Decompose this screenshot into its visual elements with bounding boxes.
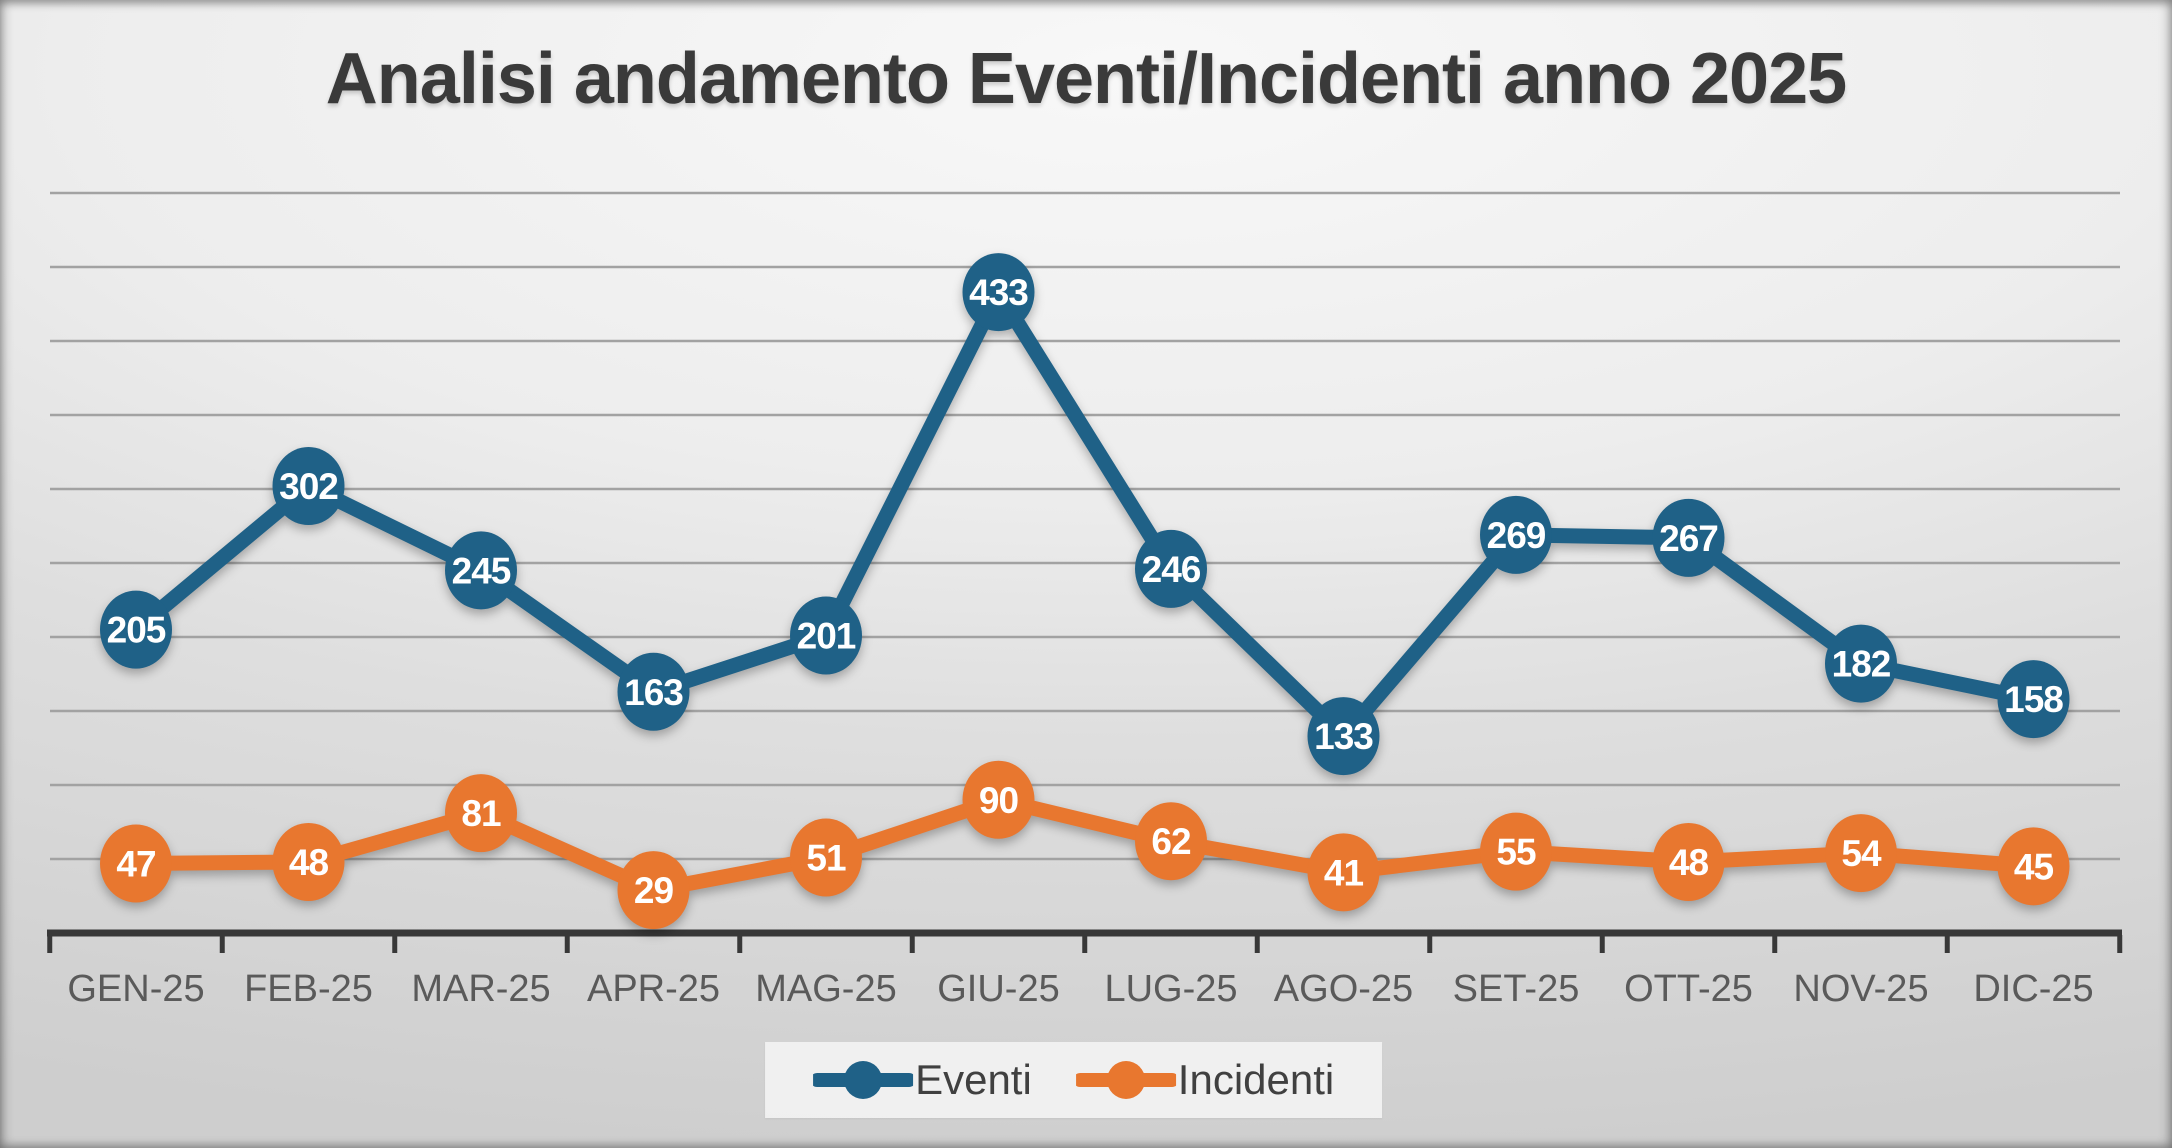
data-label-incidenti: 55 xyxy=(1496,832,1536,873)
data-point-eventi xyxy=(445,531,517,610)
data-point-eventi xyxy=(1997,660,2070,739)
series-incidenti: 47 48 81 29 51 90 62 41 55 48 54 45 xyxy=(100,760,2070,930)
data-label-incidenti: 47 xyxy=(116,843,155,884)
data-label-eventi: 133 xyxy=(1314,716,1373,757)
data-label-eventi: 302 xyxy=(279,466,338,507)
data-point-incidenti xyxy=(445,774,517,853)
x-axis-label: MAG-25 xyxy=(755,968,896,1010)
x-axis-label: MAR-25 xyxy=(411,968,550,1010)
legend-label-eventi: Eventi xyxy=(915,1056,1032,1103)
data-point-incidenti xyxy=(617,851,690,930)
data-point-eventi xyxy=(1135,529,1207,608)
data-point-incidenti xyxy=(1480,812,1552,891)
x-axis-label: SET-25 xyxy=(1453,968,1580,1010)
data-point-incidenti xyxy=(1135,802,1207,881)
data-label-incidenti: 48 xyxy=(1669,842,1709,883)
data-point-incidenti xyxy=(790,818,862,897)
x-axis-labels: GEN-25 FEB-25 MAR-25 APR-25 MAG-25 GIU-25 LUG-… xyxy=(67,968,2093,1010)
eventi-line-marker-icon xyxy=(813,1061,914,1099)
data-point-eventi xyxy=(790,596,862,675)
x-axis-label: APR-25 xyxy=(587,968,720,1010)
data-label-incidenti: 51 xyxy=(806,838,846,879)
series-line-eventi xyxy=(128,284,2041,744)
data-point-incidenti xyxy=(100,824,172,903)
x-axis-label: DIC-25 xyxy=(1973,968,2093,1010)
data-point-incidenti xyxy=(1997,827,2070,906)
series-eventi: 205 302 245 163 201 433 246 133 269 267 182 158 xyxy=(100,253,2070,776)
gridlines xyxy=(50,191,2120,861)
data-point-eventi xyxy=(1652,498,1725,577)
data-point-incidenti xyxy=(1825,814,1897,893)
x-axis-label: FEB-25 xyxy=(244,968,373,1010)
incidenti-line-marker-icon xyxy=(1075,1061,1176,1099)
data-label-eventi: 433 xyxy=(969,272,1028,313)
data-point-incidenti xyxy=(962,760,1035,839)
x-axis-label: OTT-25 xyxy=(1624,968,1753,1010)
legend-item-eventi: Eventi xyxy=(813,1056,1032,1104)
x-axis-label: GIU-25 xyxy=(937,968,1059,1010)
data-point-eventi xyxy=(617,652,690,731)
data-label-eventi: 182 xyxy=(1832,644,1891,685)
data-label-eventi: 158 xyxy=(2004,679,2063,720)
data-point-eventi xyxy=(272,447,345,526)
x-axis-label: NOV-25 xyxy=(1793,968,1928,1010)
data-label-eventi: 245 xyxy=(452,550,511,591)
data-label-incidenti: 45 xyxy=(2014,846,2054,887)
data-label-incidenti: 62 xyxy=(1151,821,1191,862)
data-point-eventi xyxy=(100,590,172,669)
data-label-eventi: 163 xyxy=(624,672,683,713)
chart-title: Analisi andamento Eventi/Incidenti anno … xyxy=(325,39,1847,119)
data-label-eventi: 246 xyxy=(1142,549,1201,590)
chart-legend: Eventi Incidenti xyxy=(765,1042,1383,1118)
data-label-incidenti: 29 xyxy=(634,870,674,911)
data-label-incidenti: 90 xyxy=(979,780,1019,821)
data-label-incidenti: 81 xyxy=(461,793,501,834)
data-label-eventi: 269 xyxy=(1487,515,1546,556)
data-point-incidenti xyxy=(1652,822,1725,901)
legend-label-incidenti: Incidenti xyxy=(1177,1056,1335,1103)
data-point-eventi xyxy=(962,253,1035,332)
x-axis-label: GEN-25 xyxy=(67,968,204,1010)
legend-item-incidenti: Incidenti xyxy=(1075,1056,1335,1104)
data-point-eventi xyxy=(1825,624,1897,703)
data-label-eventi: 205 xyxy=(107,610,166,651)
data-point-incidenti xyxy=(272,822,345,901)
data-point-eventi xyxy=(1480,495,1552,574)
data-label-eventi: 267 xyxy=(1659,518,1718,559)
x-axis-label: LUG-25 xyxy=(1104,968,1237,1010)
x-axis-label: AGO-25 xyxy=(1274,968,1413,1010)
data-label-incidenti: 48 xyxy=(289,842,329,883)
data-label-incidenti: 54 xyxy=(1841,833,1882,874)
data-label-eventi: 201 xyxy=(797,616,856,657)
series-line-incidenti xyxy=(128,792,2041,898)
data-point-eventi xyxy=(1307,697,1380,776)
data-label-incidenti: 41 xyxy=(1324,852,1364,893)
data-point-incidenti xyxy=(1307,833,1380,912)
x-axis xyxy=(47,929,2123,953)
